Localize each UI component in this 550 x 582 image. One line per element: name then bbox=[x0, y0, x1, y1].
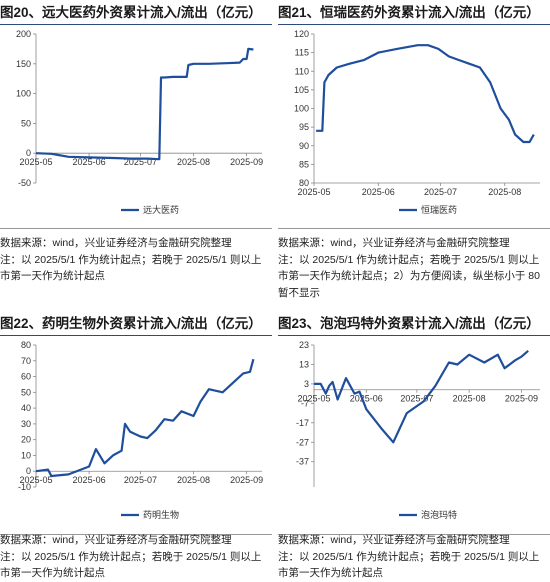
source-note: 数据来源：wind，兴业证券经济与金融研究院整理 注：以 2025/5/1 作为… bbox=[0, 235, 272, 285]
series-line bbox=[35, 358, 255, 478]
note-line: 注：以 2025/5/1 作为统计起点；若晚于 2025/5/1 则以上 bbox=[278, 253, 540, 266]
x-tick-label: 2025-09 bbox=[230, 475, 263, 485]
series-line bbox=[314, 349, 529, 444]
x-tick-label: 2025-05 bbox=[297, 187, 330, 197]
x-tick-label: 2025-06 bbox=[362, 187, 395, 197]
chart-bottom-divider bbox=[0, 228, 272, 229]
x-tick-label: 2025-08 bbox=[453, 394, 486, 404]
chart-title: 图23、泡泡玛特外资累计流入/流出（亿元） bbox=[278, 316, 540, 331]
note-line: 暂不显示 bbox=[278, 286, 320, 299]
series-line bbox=[35, 47, 254, 161]
note-line: 市第一天作为统计起点；2）为方便阅读，纵坐标小于 80 bbox=[278, 270, 540, 282]
y-tick-label: 10 bbox=[21, 450, 31, 460]
x-tick-label: 2025-09 bbox=[230, 157, 263, 167]
chart-title: 图21、恒瑞医药外资累计流入/流出（亿元） bbox=[278, 5, 540, 20]
y-tick-label: 80 bbox=[21, 340, 31, 350]
note-line: 市第一天作为统计起点 bbox=[0, 567, 105, 579]
y-tick-label: 0 bbox=[26, 466, 31, 476]
note-line: 数据来源：wind，兴业证券经济与金融研究院整理 bbox=[0, 237, 232, 249]
note-line: 注：以 2025/5/1 作为统计起点；若晚于 2025/5/1 则以上 bbox=[278, 550, 540, 563]
y-tick-label: -27 bbox=[296, 437, 309, 447]
y-tick-label: 200 bbox=[16, 29, 31, 39]
x-tick-label: 2025-06 bbox=[73, 157, 106, 167]
y-tick-label: 50 bbox=[21, 118, 31, 128]
y-tick-label: 60 bbox=[21, 372, 31, 382]
chart-bottom-divider bbox=[278, 228, 550, 229]
y-tick-label: 20 bbox=[21, 435, 31, 445]
x-tick-label: 2025-08 bbox=[177, 157, 210, 167]
y-tick-label: 3 bbox=[304, 379, 309, 389]
line-chart-yuanda: -50 0 50 100 150 200 2025-05 2025-06 2025-07 2025… bbox=[16, 29, 263, 215]
line-chart-hengrui: 80 85 90 95 100 105 110 115 120 2025-05 2025-06 202… bbox=[294, 29, 540, 215]
y-tick-label: -10 bbox=[18, 482, 31, 492]
title-divider bbox=[0, 24, 272, 25]
x-tick-label: 2025-07 bbox=[424, 187, 457, 197]
y-tick-label: 30 bbox=[21, 419, 31, 429]
chart-bottom-divider bbox=[278, 534, 550, 535]
y-tick-label: 80 bbox=[299, 178, 309, 188]
y-tick-label: 100 bbox=[16, 89, 31, 99]
x-tick-label: 2025-08 bbox=[488, 187, 521, 197]
x-tick-label: 2025-05 bbox=[297, 394, 330, 404]
y-tick-label: 85 bbox=[299, 159, 309, 169]
note-line: 注：以 2025/5/1 作为统计起点；若晚于 2025/5/1 则以上 bbox=[0, 550, 262, 563]
x-tick-label: 2025-06 bbox=[350, 394, 383, 404]
note-line: 市第一天作为统计起点 bbox=[0, 270, 105, 282]
chart-bottom-divider bbox=[0, 534, 272, 535]
y-tick-label: -50 bbox=[18, 178, 31, 188]
title-divider bbox=[0, 335, 272, 336]
y-tick-label: 150 bbox=[16, 59, 31, 69]
y-tick-label: 50 bbox=[21, 387, 31, 397]
y-tick-label: 110 bbox=[295, 66, 309, 76]
source-note: 数据来源：wind，兴业证券经济与金融研究院整理 注：以 2025/5/1 作为… bbox=[278, 235, 550, 301]
source-note: 数据来源：wind，兴业证券经济与金融研究院整理 注：以 2025/5/1 作为… bbox=[278, 532, 550, 582]
series-line bbox=[316, 44, 535, 144]
y-tick-label: 105 bbox=[294, 85, 309, 95]
line-chart-popmart: -37 -27 -17 -7 3 13 23 2025-05 2025-06 2025-07 202… bbox=[296, 340, 540, 520]
y-tick-label: -7 bbox=[301, 398, 309, 408]
y-tick-label: 0 bbox=[26, 148, 31, 158]
legend-label: 药明生物 bbox=[143, 509, 179, 520]
y-tick-label: 95 bbox=[299, 122, 309, 132]
x-tick-label: 2025-06 bbox=[73, 475, 106, 485]
y-tick-label: 120 bbox=[294, 29, 309, 39]
y-tick-label: 90 bbox=[299, 141, 309, 151]
x-tick-label: 2025-05 bbox=[19, 475, 52, 485]
y-tick-label: 100 bbox=[294, 104, 309, 114]
y-tick-label: 115 bbox=[295, 48, 309, 58]
y-tick-label: 40 bbox=[21, 403, 31, 413]
y-tick-label: 70 bbox=[21, 356, 31, 366]
title-divider bbox=[278, 335, 550, 336]
line-chart-wuxi-bio: -10 0 10 20 30 40 50 60 70 80 2025-05 2025-06 2025-0… bbox=[18, 340, 263, 520]
title-divider bbox=[278, 24, 550, 25]
y-tick-label: 13 bbox=[299, 359, 309, 369]
x-tick-label: 2025-08 bbox=[177, 475, 210, 485]
legend-label: 泡泡玛特 bbox=[421, 509, 457, 520]
note-line: 数据来源：wind，兴业证券经济与金融研究院整理 bbox=[0, 534, 232, 546]
x-tick-label: 2025-07 bbox=[124, 475, 157, 485]
x-tick-label: 2025-05 bbox=[19, 157, 52, 167]
y-tick-label: 23 bbox=[299, 340, 309, 350]
source-note: 数据来源：wind，兴业证券经济与金融研究院整理 注：以 2025/5/1 作为… bbox=[0, 532, 272, 582]
chart-title: 图22、药明生物外资累计流入/流出（亿元） bbox=[0, 316, 262, 331]
chart-title: 图20、远大医药外资累计流入/流出（亿元） bbox=[0, 5, 262, 20]
y-tick-label: -17 bbox=[296, 418, 309, 428]
y-tick-label: -37 bbox=[296, 457, 309, 467]
x-tick-label: 2025-07 bbox=[400, 394, 433, 404]
legend-label: 远大医药 bbox=[143, 204, 179, 215]
note-line: 数据来源：wind，兴业证券经济与金融研究院整理 bbox=[278, 237, 510, 249]
note-line: 数据来源：wind，兴业证券经济与金融研究院整理 bbox=[278, 534, 510, 546]
legend-label: 恒瑞医药 bbox=[421, 204, 457, 215]
note-line: 市第一天作为统计起点 bbox=[278, 567, 383, 579]
x-tick-label: 2025-07 bbox=[124, 157, 157, 167]
note-line: 注：以 2025/5/1 作为统计起点；若晚于 2025/5/1 则以上 bbox=[0, 253, 262, 266]
x-tick-label: 2025-09 bbox=[505, 394, 538, 404]
